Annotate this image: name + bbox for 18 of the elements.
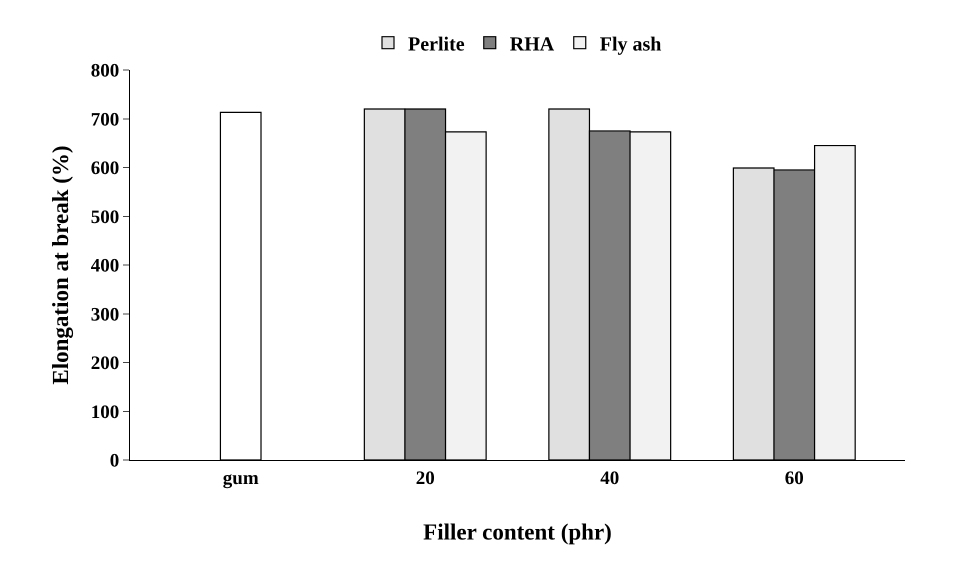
x-tick-label: 20: [416, 468, 435, 489]
y-tick-label: 100: [90, 402, 120, 423]
legend-label: RHA: [510, 34, 555, 56]
x-tick-label: gum: [222, 468, 259, 489]
y-tick-label: 500: [90, 206, 120, 228]
x-tick-label: 60: [784, 468, 804, 489]
legend-label: Fly ash: [600, 34, 662, 56]
y-tick-label: 300: [90, 304, 120, 326]
y-tick-label: 600: [90, 158, 120, 180]
y-tick-label: 200: [90, 353, 120, 374]
y-tick-label: 800: [90, 60, 120, 82]
x-tick-label: 40: [600, 468, 620, 489]
y-tick-label: 700: [90, 109, 120, 130]
y-tick-label: 400: [90, 256, 120, 277]
y-tick-label: 0: [110, 450, 120, 472]
legend-label: Perlite: [408, 34, 465, 56]
y-axis-title: Elongation at break (%): [48, 145, 74, 385]
x-axis-title: Filler content (phr): [423, 519, 612, 544]
